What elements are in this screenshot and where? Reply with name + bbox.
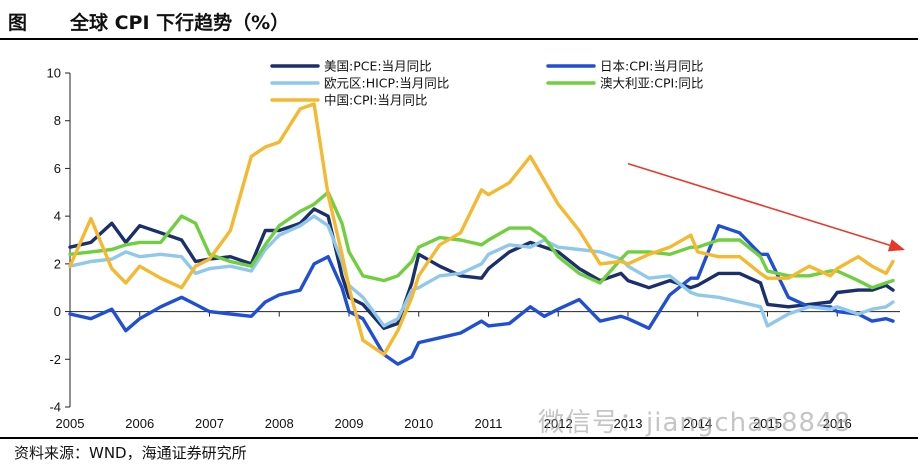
watermark: 微信号：jiangchao8848 [538, 408, 852, 438]
y-tick-label: 6 [54, 161, 61, 176]
y-tick-label: 4 [54, 209, 61, 224]
x-tick-label: 2007 [195, 416, 224, 431]
x-tick-label: 2006 [125, 416, 154, 431]
y-tick-label: 8 [54, 113, 61, 128]
legend-label-3: 澳大利亚:CPI:同比 [600, 76, 703, 91]
legend-label-1: 日本:CPI:当月同比 [600, 59, 703, 74]
x-tick-label: 2013 [614, 416, 643, 431]
source-note: 资料来源：WND，海通证券研究所 [14, 444, 247, 462]
x-tick-label: 2014 [683, 416, 712, 431]
figure-label: 图 [8, 12, 28, 34]
y-tick-label: 2 [54, 256, 61, 271]
axes: -4 -2 0 2 4 6 8 10 2005 2006 2007 2008 2009 2010 2011 2… [47, 66, 900, 431]
legend-label-2: 欧元区:HICP:当月同比 [324, 76, 449, 91]
x-tick-label: 2010 [404, 416, 433, 431]
x-tick-label: 2005 [56, 416, 85, 431]
series-layer [68, 102, 895, 366]
y-tick-label: -4 [49, 400, 61, 415]
series-line-4 [68, 102, 895, 357]
x-tick-label: 2011 [475, 416, 503, 431]
x-tick-label: 2009 [335, 416, 364, 431]
x-tick-label: 2016 [823, 416, 852, 431]
y-tick-label: 0 [54, 304, 61, 319]
y-tick-label: -2 [49, 352, 61, 367]
annotation-layer [627, 162, 906, 252]
footer-divider [0, 437, 918, 439]
series-line-2 [68, 214, 895, 328]
series-line-3 [68, 190, 895, 290]
chart: -4 -2 0 2 4 6 8 10 2005 2006 2007 2008 2009 2010 2011 2… [47, 59, 906, 431]
x-tick-label: 2012 [544, 416, 573, 431]
y-tick-label: 10 [47, 66, 61, 81]
legend-label-4: 中国:CPI:当月同比 [324, 93, 427, 108]
figure-header: 图 全球 CPI 下行趋势（%） [0, 0, 918, 40]
series-line-1 [68, 223, 895, 366]
legend-label-0: 美国:PCE:当月同比 [324, 59, 432, 74]
x-tick-label: 2008 [265, 416, 294, 431]
trend-arrow [627, 162, 906, 252]
chart-title: 全球 CPI 下行趋势（%） [70, 12, 290, 34]
x-tick-label: 2015 [753, 416, 782, 431]
